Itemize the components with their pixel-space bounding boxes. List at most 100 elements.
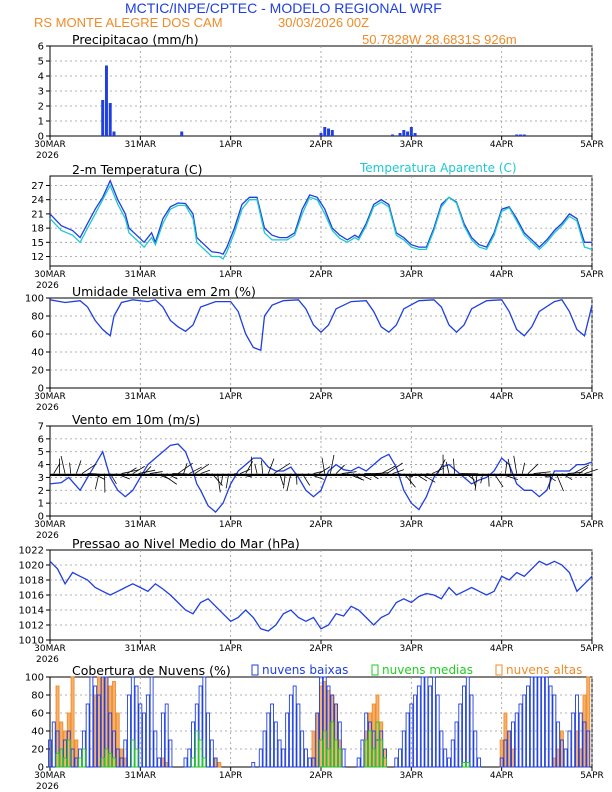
bar-1	[89, 676, 94, 768]
bar-1	[503, 739, 508, 768]
legend-swatch	[495, 664, 503, 676]
bar-1	[447, 757, 451, 768]
bar-1	[439, 730, 444, 768]
wind-arrow	[279, 473, 284, 486]
legend-label: nuvens altas	[506, 663, 582, 677]
bar-2	[108, 753, 113, 768]
y-tick-label: 1018	[19, 576, 44, 587]
wind-arrow	[132, 465, 145, 474]
bar-2	[465, 762, 470, 768]
bar-1	[499, 757, 504, 768]
bar-0	[108, 103, 112, 136]
panel-temp: 30MAR 31MAR 1APR 2APR 3APR 4APR 5APR 2026 12 15 18…	[31, 161, 604, 291]
y-tick-label: 1	[38, 499, 44, 510]
bar-1	[142, 712, 147, 768]
x-tick-label: 2APR	[309, 520, 333, 530]
bar-2	[367, 730, 372, 768]
bar-2	[322, 730, 327, 768]
y-tick-label: 6	[38, 42, 44, 53]
wind-arrow	[533, 471, 551, 474]
bar-0	[330, 130, 334, 136]
bar-2	[191, 757, 195, 768]
bar-1	[160, 712, 165, 768]
bar-1	[556, 721, 561, 768]
bar-0	[327, 128, 331, 136]
y-tick-label: 1022	[19, 546, 44, 557]
wind-arrow	[301, 473, 311, 486]
panel-mslp: 30MAR 31MAR 1APR 2APR 3APR 4APR 5APR 2026 1010 10…	[19, 536, 604, 665]
wind-arrow	[335, 464, 345, 474]
wind-arrow	[352, 473, 363, 481]
bar-1	[266, 712, 271, 768]
wind-arrow	[555, 473, 564, 492]
wind-arrow	[200, 469, 211, 474]
x-tick-label: 31MAR	[125, 140, 157, 150]
x-tick-label: 3APR	[400, 392, 424, 402]
bar-1	[157, 757, 162, 768]
bar-1	[537, 676, 542, 768]
panel-title: Vento em 10m (m/s)	[72, 412, 200, 427]
bar-1	[115, 748, 120, 768]
y-tick-label: 100	[25, 673, 44, 684]
y-tick-label: 1	[38, 117, 44, 128]
panel-rh: 30MAR 31MAR 1APR 2APR 3APR 4APR 5APR 2026 0 20 40 6…	[25, 284, 604, 413]
bar-1	[356, 757, 361, 768]
bar-1	[138, 703, 143, 768]
x-tick-label: 31MAR	[125, 270, 157, 280]
y-tick-label: 1014	[19, 606, 44, 617]
bar-1	[168, 739, 173, 768]
bar-2	[202, 757, 207, 768]
run-date: 30/03/2026 00Z	[278, 15, 369, 30]
panel-title: Pressao ao Nivel Medio do Mar (hPa)	[72, 536, 300, 551]
wind-arrow	[273, 462, 291, 474]
x-tick-label: 2APR	[309, 771, 333, 781]
bar-1	[70, 748, 75, 768]
bar-1	[511, 721, 515, 768]
bar-1	[544, 676, 549, 768]
y-tick-label: 3	[38, 473, 44, 484]
bar-2	[364, 739, 369, 768]
panel-wind: 30MAR 31MAR 1APR 2APR 3APR 4APR 5APR 2026 0 1 2 3 4 5…	[34, 412, 604, 541]
wind-arrow	[160, 473, 177, 485]
wind-arrow	[330, 454, 335, 474]
bar-1	[285, 712, 290, 768]
bar-1	[465, 676, 470, 768]
wind-arrow	[94, 473, 100, 490]
wind-arrow	[321, 457, 326, 474]
bar-1	[119, 757, 124, 768]
wind-arrow	[521, 462, 526, 474]
bar-0	[398, 133, 402, 136]
bar-0	[515, 134, 519, 136]
wind-arrow	[513, 455, 518, 474]
panel-precip: 30MAR 31MAR 1APR 2APR 3APR 4APR 5APR 2026 0 1 2 3 4 5…	[34, 32, 604, 161]
bar-1	[563, 748, 568, 768]
bar-2	[198, 739, 203, 768]
series-line-1	[49, 183, 593, 260]
wind-arrow	[392, 469, 404, 474]
bar-1	[413, 694, 418, 768]
x-tick-label: 5APR	[580, 270, 604, 280]
x-tick-label: 1APR	[219, 140, 243, 150]
wind-arrow	[488, 473, 490, 487]
bar-1	[145, 694, 150, 768]
y-tick-label: 20	[31, 366, 44, 377]
bar-1	[435, 694, 440, 768]
wind-arrow	[386, 462, 403, 474]
bar-1	[183, 757, 188, 768]
wind-arrow	[81, 463, 97, 474]
x-tick-label: 30MAR	[34, 140, 66, 150]
legend-label: nuvens medias	[382, 663, 473, 677]
bar-1	[206, 712, 211, 768]
wind-arrow	[539, 473, 549, 478]
bar-2	[66, 739, 71, 768]
wind-arrow	[572, 464, 590, 474]
y-tick-label: 5	[38, 57, 44, 68]
wind-arrow	[493, 473, 504, 488]
bar-1	[424, 676, 429, 768]
y-tick-label: 3	[38, 87, 44, 98]
x-tick-label: 5APR	[580, 771, 604, 781]
bar-0	[519, 134, 522, 136]
bar-1	[394, 757, 399, 768]
wind-arrow	[60, 455, 66, 474]
bar-1	[582, 721, 587, 768]
